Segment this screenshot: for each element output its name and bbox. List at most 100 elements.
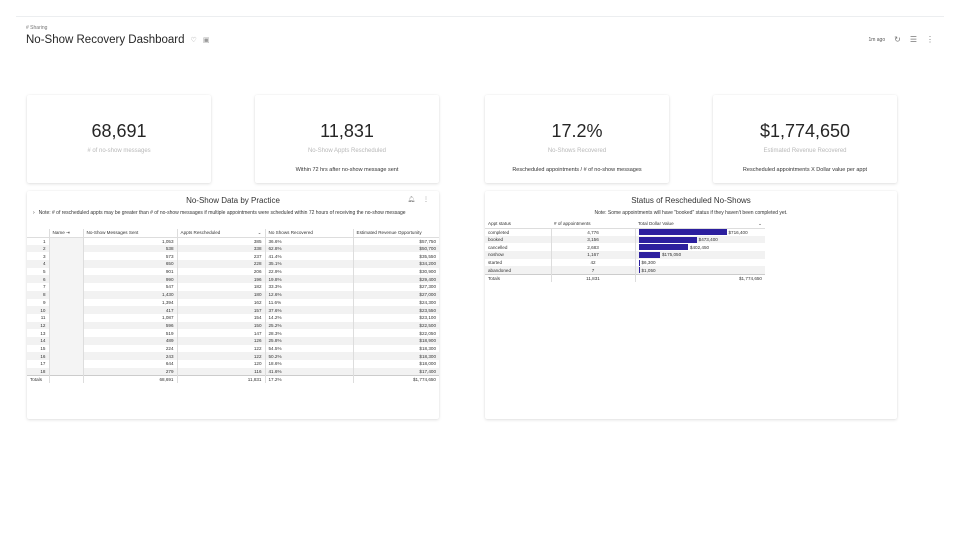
revenue-opportunity-cell: $23,550 <box>353 306 439 314</box>
panel-actions: 🔔︎ ⋮ <box>407 196 429 203</box>
table-row[interactable]: 14 489 126 25.8% $18,900 <box>27 336 439 345</box>
revenue-opportunity-cell: $27,000 <box>353 290 439 299</box>
row-number: 5 <box>27 267 50 276</box>
sort-desc-icon[interactable]: ⌄ <box>257 229 262 235</box>
row-number: 11 <box>27 313 50 322</box>
totals-dollar-value: $1,774,650 <box>635 273 765 282</box>
revenue-opportunity-cell: $18,000 <box>419 361 436 367</box>
appts-rescheduled-cell: 122 <box>177 352 266 360</box>
column-header-messages-sent[interactable]: No-Show Messages Sent <box>83 229 178 238</box>
more-options-icon[interactable]: ⋮ <box>926 35 934 44</box>
table-row[interactable]: 3 573 237 41.4% $35,550 <box>27 252 439 261</box>
revenue-opportunity-cell: $18,300 <box>353 352 439 360</box>
status-note: Note: Some appointments will have "booke… <box>594 210 788 216</box>
no-shows-recovered-cell: 36.6% <box>265 237 354 245</box>
practice-name-cell <box>49 321 84 330</box>
table-row[interactable]: 4 650 228 35.1% $34,200 <box>27 260 439 268</box>
appts-rescheduled-cell: 122 <box>177 344 266 353</box>
table-row[interactable]: 12 596 150 25.2% $22,500 <box>27 321 439 330</box>
dollar-value-cell: $175,050 <box>635 251 765 259</box>
no-shows-recovered-cell: 41.4% <box>265 252 354 261</box>
messages-sent-cell: 644 <box>83 360 178 368</box>
appts-rescheduled-cell: 196 <box>177 275 266 284</box>
practice-name-cell <box>49 237 84 245</box>
table-row[interactable]: cancelled 2,683 $402,450 <box>485 243 765 252</box>
appt-status-cell: booked <box>485 235 552 244</box>
revenue-opportunity-cell: $57,750 <box>419 238 436 244</box>
appointments-count-cell: 1,167 <box>551 251 636 259</box>
folder-icon[interactable]: ▣ <box>202 37 210 44</box>
panel-title: Status of Rescheduled No-Shows <box>631 196 751 205</box>
kpi-card-no-shows-recovered: 17.2% No-Shows Recovered Rescheduled app… <box>485 95 669 183</box>
kpi-value: 17.2% <box>551 121 603 141</box>
table-row[interactable]: 9 1,394 162 11.6% $24,300 <box>27 298 439 307</box>
practice-name-cell <box>49 367 84 376</box>
column-header-name[interactable]: Name ⇥ <box>49 229 84 238</box>
revenue-opportunity-cell: $50,700 <box>353 244 439 253</box>
table-row[interactable]: 15 224 122 54.5% $18,300 <box>27 344 439 353</box>
revenue-opportunity-cell: $23,100 <box>419 315 436 321</box>
kpi-subtitle: Within 72 hrs after no-show message sent <box>295 167 399 173</box>
more-options-icon[interactable]: ⋮ <box>423 197 429 203</box>
value-bar <box>638 236 697 243</box>
alert-bell-icon[interactable]: 🔔︎ <box>407 197 415 203</box>
no-shows-recovered-cell: 14.2% <box>265 313 354 322</box>
appts-rescheduled-cell: 147 <box>177 329 266 337</box>
column-header-revenue-opportunity[interactable]: Estimated Revenue Opportunity <box>353 229 439 238</box>
table-row[interactable]: 8 1,430 180 12.6% $27,000 <box>27 290 439 299</box>
kpi-card-appts-rescheduled: 11,831 No-Show Appts Rescheduled Within … <box>255 95 439 183</box>
practice-name-cell <box>49 244 84 253</box>
practice-table-panel: No-Show Data by Practice 🔔︎ ⋮ › Note: # o… <box>27 191 439 419</box>
kpi-value: 11,831 <box>320 121 374 141</box>
filter-icon[interactable]: ☰ <box>909 35 917 44</box>
table-row[interactable]: noshow 1,167 $175,050 <box>485 251 765 259</box>
table-row[interactable]: booked 3,156 $473,400 <box>485 235 765 244</box>
column-header-appt-status[interactable]: Appt status <box>485 220 551 229</box>
messages-sent-cell: 1,053 <box>83 237 178 245</box>
table-row[interactable]: started 42 $6,300 <box>485 258 765 267</box>
column-header-appointments[interactable]: # of appointments <box>551 220 635 229</box>
value-label: $1,050 <box>641 267 656 273</box>
messages-sent-cell: 1,087 <box>83 313 178 322</box>
header-actions: 1m ago ↻ ☰ ⋮ <box>868 36 934 44</box>
table-row[interactable]: 11 1,087 154 14.2% $23,100 <box>27 313 439 322</box>
messages-sent-cell: 1,394 <box>83 298 178 307</box>
table-row[interactable]: 13 519 147 28.3% $22,050 <box>27 329 439 337</box>
refresh-icon[interactable]: ↻ <box>894 35 901 44</box>
practice-name-cell <box>49 306 84 314</box>
table-row[interactable]: 1 1,053 385 36.6% $57,750 <box>27 237 439 245</box>
column-header-appts-rescheduled[interactable]: Appts Rescheduled ⌄ <box>177 229 266 238</box>
table-row[interactable]: 17 644 120 18.6% $18,000 <box>27 360 439 368</box>
appts-rescheduled-cell: 237 <box>177 252 266 261</box>
totals-row: Totals 68,691 11,831 17.2% $1,774,650 <box>27 374 439 384</box>
breadcrumb[interactable]: # Sharing <box>26 25 48 31</box>
practice-name-cell <box>49 260 84 268</box>
messages-sent-cell: 489 <box>83 336 178 345</box>
column-header-no-shows-recovered[interactable]: No Shows Recovered <box>265 229 354 238</box>
revenue-opportunity-cell: $29,400 <box>353 275 439 284</box>
table-row[interactable]: 5 901 206 22.9% $30,900 <box>27 267 439 276</box>
value-label: $402,450 <box>689 244 710 250</box>
appts-rescheduled-cell: 126 <box>177 336 266 345</box>
expand-chevron-icon[interactable]: › <box>33 210 35 216</box>
no-shows-recovered-cell: 25.8% <box>265 336 354 345</box>
totals-appointments: 11,831 <box>551 273 636 282</box>
totals-revenue: $1,774,650 <box>353 374 439 384</box>
sort-desc-icon[interactable]: ⌄ <box>758 220 762 226</box>
messages-sent-cell: 901 <box>83 267 178 276</box>
table-row[interactable]: 2 538 338 62.8% $50,700 <box>27 244 439 253</box>
value-bar <box>638 267 640 274</box>
dollar-value-cell: $473,400 <box>635 235 765 244</box>
table-row[interactable]: 7 547 182 33.3% $27,300 <box>27 283 439 291</box>
column-header-total-dollar-value[interactable]: Total Dollar Value ⌄ <box>635 220 765 229</box>
table-row[interactable]: completed 4,776 $716,400 <box>485 228 765 236</box>
table-row[interactable]: 16 243 122 50.2% $18,300 <box>27 352 439 360</box>
favorite-heart-icon[interactable]: ♡ <box>190 37 197 44</box>
table-row[interactable]: abandoned 7 $1,050 <box>485 266 765 275</box>
table-row[interactable]: 6 990 196 19.8% $29,400 <box>27 275 439 284</box>
table-row[interactable]: 18 279 116 41.6% $17,400 <box>27 367 439 376</box>
table-row[interactable]: 10 417 157 37.6% $23,550 <box>27 306 439 314</box>
appointments-count-cell: 4,776 <box>551 228 636 236</box>
row-number: 8 <box>27 290 50 299</box>
column-resize-icon[interactable]: ⇥ <box>66 229 70 235</box>
